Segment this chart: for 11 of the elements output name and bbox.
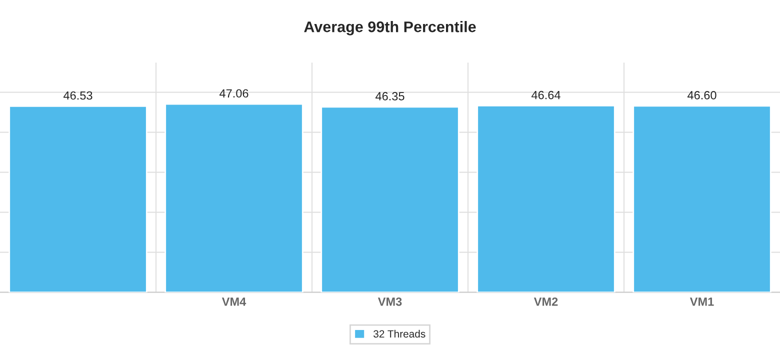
data-label: 46.64	[532, 90, 560, 100]
chart-title: Average 99th Percentile	[304, 21, 476, 36]
x-tick-label: VM2	[534, 297, 558, 306]
data-label: 46.60	[688, 91, 716, 100]
x-tick-label: VM1	[690, 298, 714, 306]
x-tick-label: VM3	[378, 297, 402, 306]
data-label: 46.53	[64, 91, 92, 100]
data-label: 46.35	[376, 92, 404, 100]
x-tick-label: VM4	[222, 298, 246, 306]
data-label: 47.06	[220, 89, 248, 98]
legend-label: 32 Threads	[374, 330, 426, 338]
